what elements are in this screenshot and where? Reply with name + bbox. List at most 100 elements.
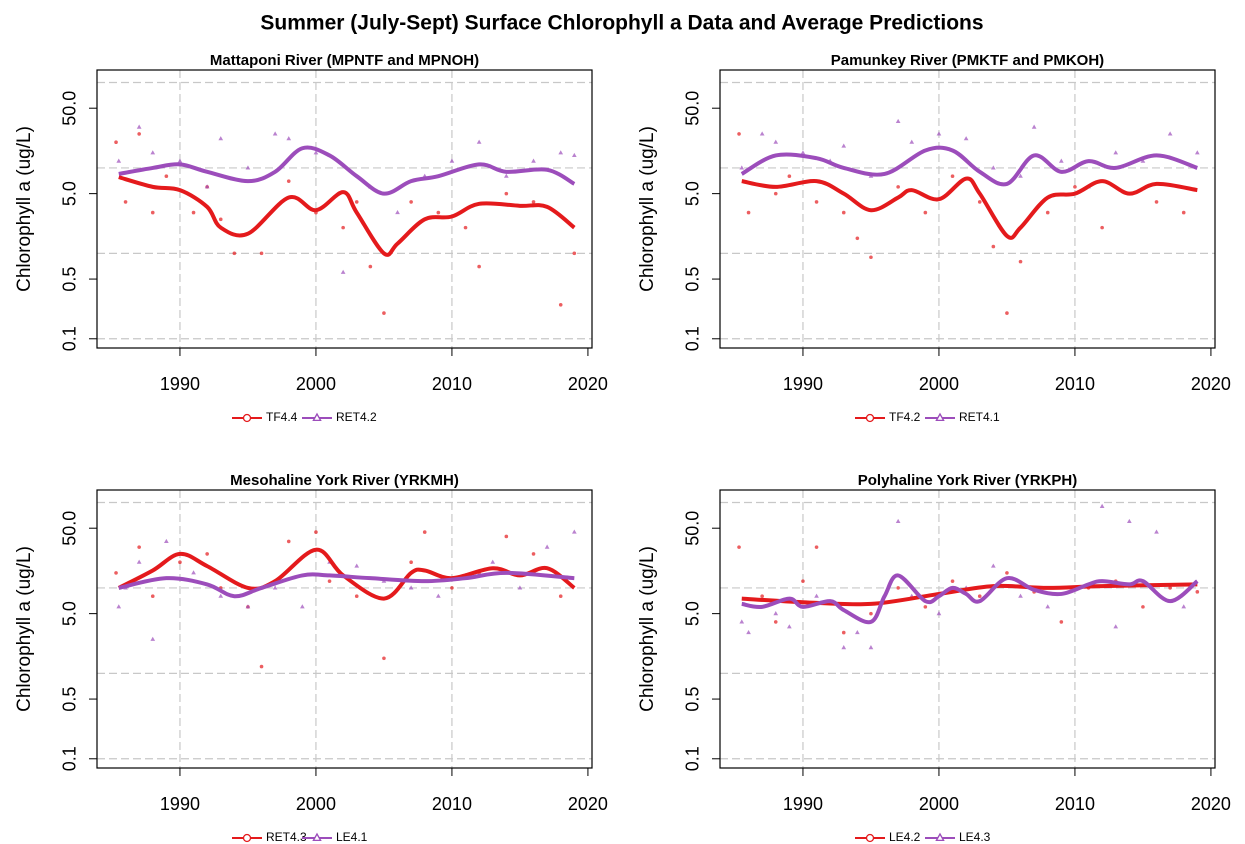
y-tick-label: 0.1 (683, 746, 703, 771)
data-point (409, 560, 413, 564)
data-point (531, 552, 536, 556)
data-point (841, 645, 847, 650)
data-point (177, 158, 183, 163)
data-point (990, 165, 996, 170)
data-point (1141, 605, 1145, 609)
data-point (868, 645, 874, 650)
data-point (340, 269, 346, 274)
data-point (116, 158, 122, 163)
panel-title: Mattaponi River (MPNTF and MPNOH) (210, 52, 479, 69)
data-point (923, 605, 928, 609)
data-point (963, 136, 969, 141)
data-point (354, 563, 360, 568)
data-point (114, 571, 118, 575)
data-point (950, 579, 955, 583)
data-point (814, 200, 819, 204)
data-point (436, 210, 441, 215)
data-point (1099, 503, 1105, 508)
trend-line (118, 145, 576, 196)
data-point (558, 594, 563, 598)
data-point (123, 200, 128, 204)
data-point (909, 139, 915, 144)
data-point (300, 604, 305, 609)
data-point (476, 139, 482, 144)
data-point (1059, 620, 1064, 624)
data-point (218, 593, 224, 598)
data-point (435, 593, 441, 598)
data-point (1154, 529, 1159, 534)
x-tick-label: 2020 (568, 374, 608, 394)
data-point (259, 251, 264, 256)
legend-marker (935, 412, 945, 422)
data-point (150, 150, 156, 155)
data-point (245, 604, 251, 609)
panel: Mattaponi River (MPNTF and MPNOH) 0.1 0.5 5… (14, 52, 608, 424)
plot-box (96, 489, 593, 769)
data-point (991, 244, 996, 249)
y-axis-label: Chlorophyll a (ug/L) (637, 126, 658, 292)
x-tick-label: 1990 (783, 794, 823, 814)
data-point (1073, 185, 1077, 189)
data-point (895, 118, 901, 123)
data-point (449, 158, 455, 163)
legend-label: RET4.3 (266, 830, 307, 844)
legend-label: RET4.1 (959, 410, 1000, 424)
data-point (558, 302, 563, 307)
y-tick-label: 5.0 (60, 181, 80, 206)
data-point (896, 185, 900, 189)
x-tick-label: 2000 (919, 374, 959, 394)
legend-marker (865, 833, 875, 843)
data-point (977, 200, 982, 204)
y-tick-label: 0.1 (683, 326, 703, 351)
data-point (504, 191, 509, 196)
data-point (313, 150, 319, 155)
x-tick-label: 2010 (1055, 374, 1095, 394)
data-point (382, 656, 386, 661)
y-tick-label: 5.0 (683, 181, 703, 206)
data-point (571, 529, 577, 534)
data-point (800, 150, 806, 155)
plot-box (719, 69, 1216, 349)
y-tick-label: 50.0 (60, 91, 80, 126)
data-point (869, 611, 873, 616)
x-tick-label: 2000 (296, 794, 336, 814)
figure-title: Summer (July-Sept) Surface Chlorophyll a… (260, 12, 983, 35)
y-tick-label: 0.5 (683, 687, 703, 712)
plot-box (96, 69, 593, 349)
data-point (354, 594, 359, 598)
data-point (1005, 311, 1009, 315)
data-point (787, 174, 792, 178)
data-point (205, 552, 209, 556)
data-point (760, 594, 764, 598)
data-point (558, 150, 564, 155)
x-tick-label: 2010 (1055, 794, 1095, 814)
data-point (895, 518, 901, 523)
legend-label: TF4.2 (889, 410, 921, 424)
legend-marker (865, 413, 875, 423)
y-tick-label: 50.0 (683, 91, 703, 126)
data-point (314, 530, 318, 534)
x-tick-label: 1990 (160, 794, 200, 814)
y-tick-label: 5.0 (60, 601, 80, 626)
data-point (814, 545, 819, 549)
data-point (517, 585, 523, 590)
data-point (1113, 150, 1119, 155)
data-point (409, 200, 413, 204)
data-point (773, 611, 779, 616)
data-point (395, 209, 400, 215)
legend-label: LE4.1 (336, 830, 368, 844)
data-point (422, 530, 427, 534)
y-axis-label: Chlorophyll a (ug/L) (637, 546, 658, 712)
data-point (1168, 586, 1172, 590)
data-point (773, 191, 778, 196)
data-point (1167, 131, 1173, 136)
panel-title: Mesohaline York River (YRKMH) (230, 472, 459, 489)
data-point (341, 225, 345, 230)
data-point (1100, 225, 1104, 230)
data-point (136, 124, 142, 129)
data-point (286, 136, 292, 141)
data-point (150, 594, 155, 598)
data-point (544, 544, 550, 549)
data-point (773, 139, 779, 144)
